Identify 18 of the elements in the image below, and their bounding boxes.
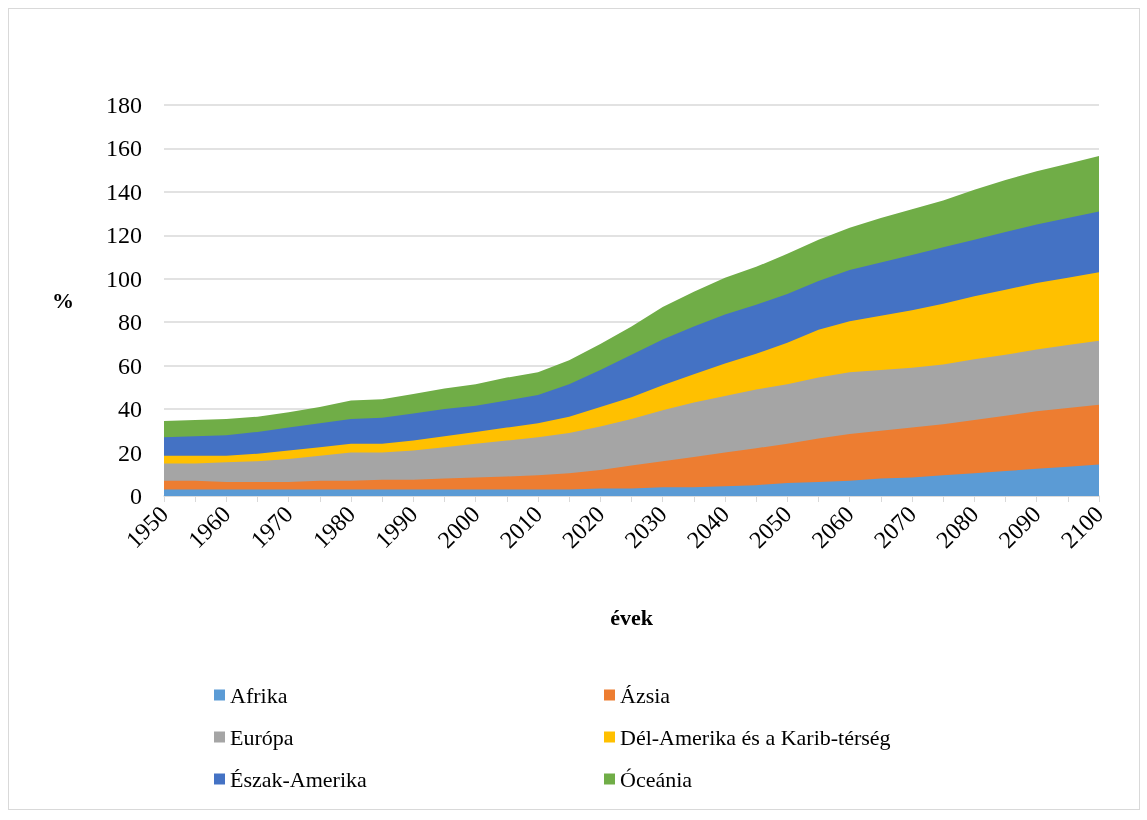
legend-label: Ázsia	[620, 682, 671, 708]
legend-label: Óceánia	[620, 766, 693, 792]
y-tick-label: 20	[118, 439, 142, 466]
y-tick-label: 140	[106, 178, 142, 205]
legend-label: Afrika	[230, 682, 288, 708]
y-tick-label: 60	[118, 352, 142, 379]
y-tick-label: 80	[118, 309, 142, 336]
legend-label: Észak-Amerika	[230, 766, 368, 792]
y-tick-label: 160	[106, 135, 142, 162]
y-tick-label: 100	[106, 265, 142, 292]
y-tick-label: 0	[130, 483, 142, 509]
y-tick-label: 180	[106, 92, 142, 118]
legend-label: Európa	[230, 724, 294, 750]
y-tick-label: 40	[118, 396, 142, 423]
legend-label: Dél-Amerika és a Karib-térség	[620, 724, 891, 750]
y-tick-label: 120	[106, 222, 142, 249]
y-axis-title: %	[52, 288, 74, 313]
x-axis-title: évek	[610, 604, 654, 630]
